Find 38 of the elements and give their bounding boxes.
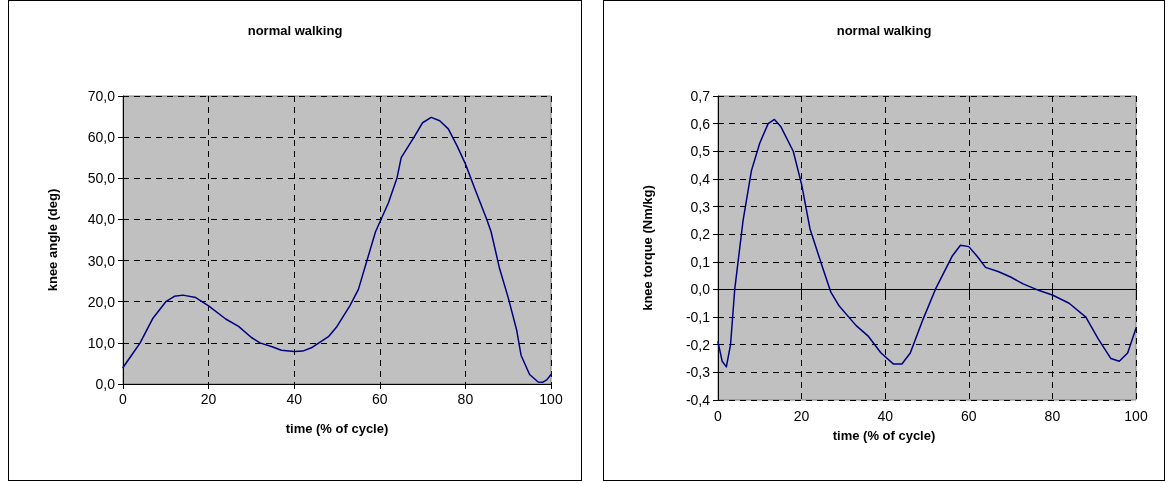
y-tick-label: 10,0 (87, 334, 116, 351)
y-axis-title: knee angle (deg) (45, 188, 60, 292)
x-tick-label: 20 (793, 408, 810, 424)
y-tick-label: 0,7 (690, 88, 711, 104)
y-tick-label: 0,0 (95, 376, 116, 392)
x-tick-label: 0 (119, 391, 128, 407)
y-tick-label: 0,1 (690, 253, 711, 270)
x-axis-title: time (% of cycle) (832, 428, 936, 443)
x-tick-label: 100 (1124, 408, 1148, 424)
y-tick-label: 0,0 (690, 281, 711, 298)
x-tick-label: 100 (539, 391, 563, 407)
y-tick-label: -0,2 (685, 336, 711, 353)
y-tick-label: 0,6 (690, 115, 711, 132)
chart-title: normal walking (247, 23, 343, 38)
x-tick-label: 80 (457, 391, 474, 407)
y-tick-label: 0,4 (690, 170, 711, 187)
y-tick-label: 70,0 (87, 88, 116, 104)
y-tick-label: 0,5 (690, 143, 711, 160)
y-tick-label: -0,4 (685, 392, 711, 408)
y-tick-label: 20,0 (87, 293, 116, 310)
y-tick-label: 0,3 (690, 198, 711, 215)
x-tick-label: 60 (372, 391, 388, 407)
chart-title: normal walking (836, 23, 932, 38)
x-tick-label: 20 (200, 391, 217, 407)
y-axis-title: knee torque (Nm/kg) (640, 185, 655, 311)
y-tick-label: 50,0 (87, 170, 116, 187)
x-tick-label: 80 (1044, 408, 1061, 424)
y-tick-label: 40,0 (87, 211, 116, 228)
y-tick-label: 30,0 (87, 252, 116, 269)
x-axis-title: time (% of cycle) (285, 421, 389, 436)
y-tick-label: 0,2 (690, 226, 711, 243)
x-tick-label: 40 (877, 408, 894, 424)
x-tick-label: 0 (714, 408, 723, 424)
y-tick-label: -0,1 (685, 309, 711, 326)
y-tick-label: -0,3 (685, 364, 711, 381)
x-tick-label: 40 (286, 391, 303, 407)
y-tick-label: 60,0 (87, 129, 116, 146)
x-tick-label: 60 (961, 408, 977, 424)
